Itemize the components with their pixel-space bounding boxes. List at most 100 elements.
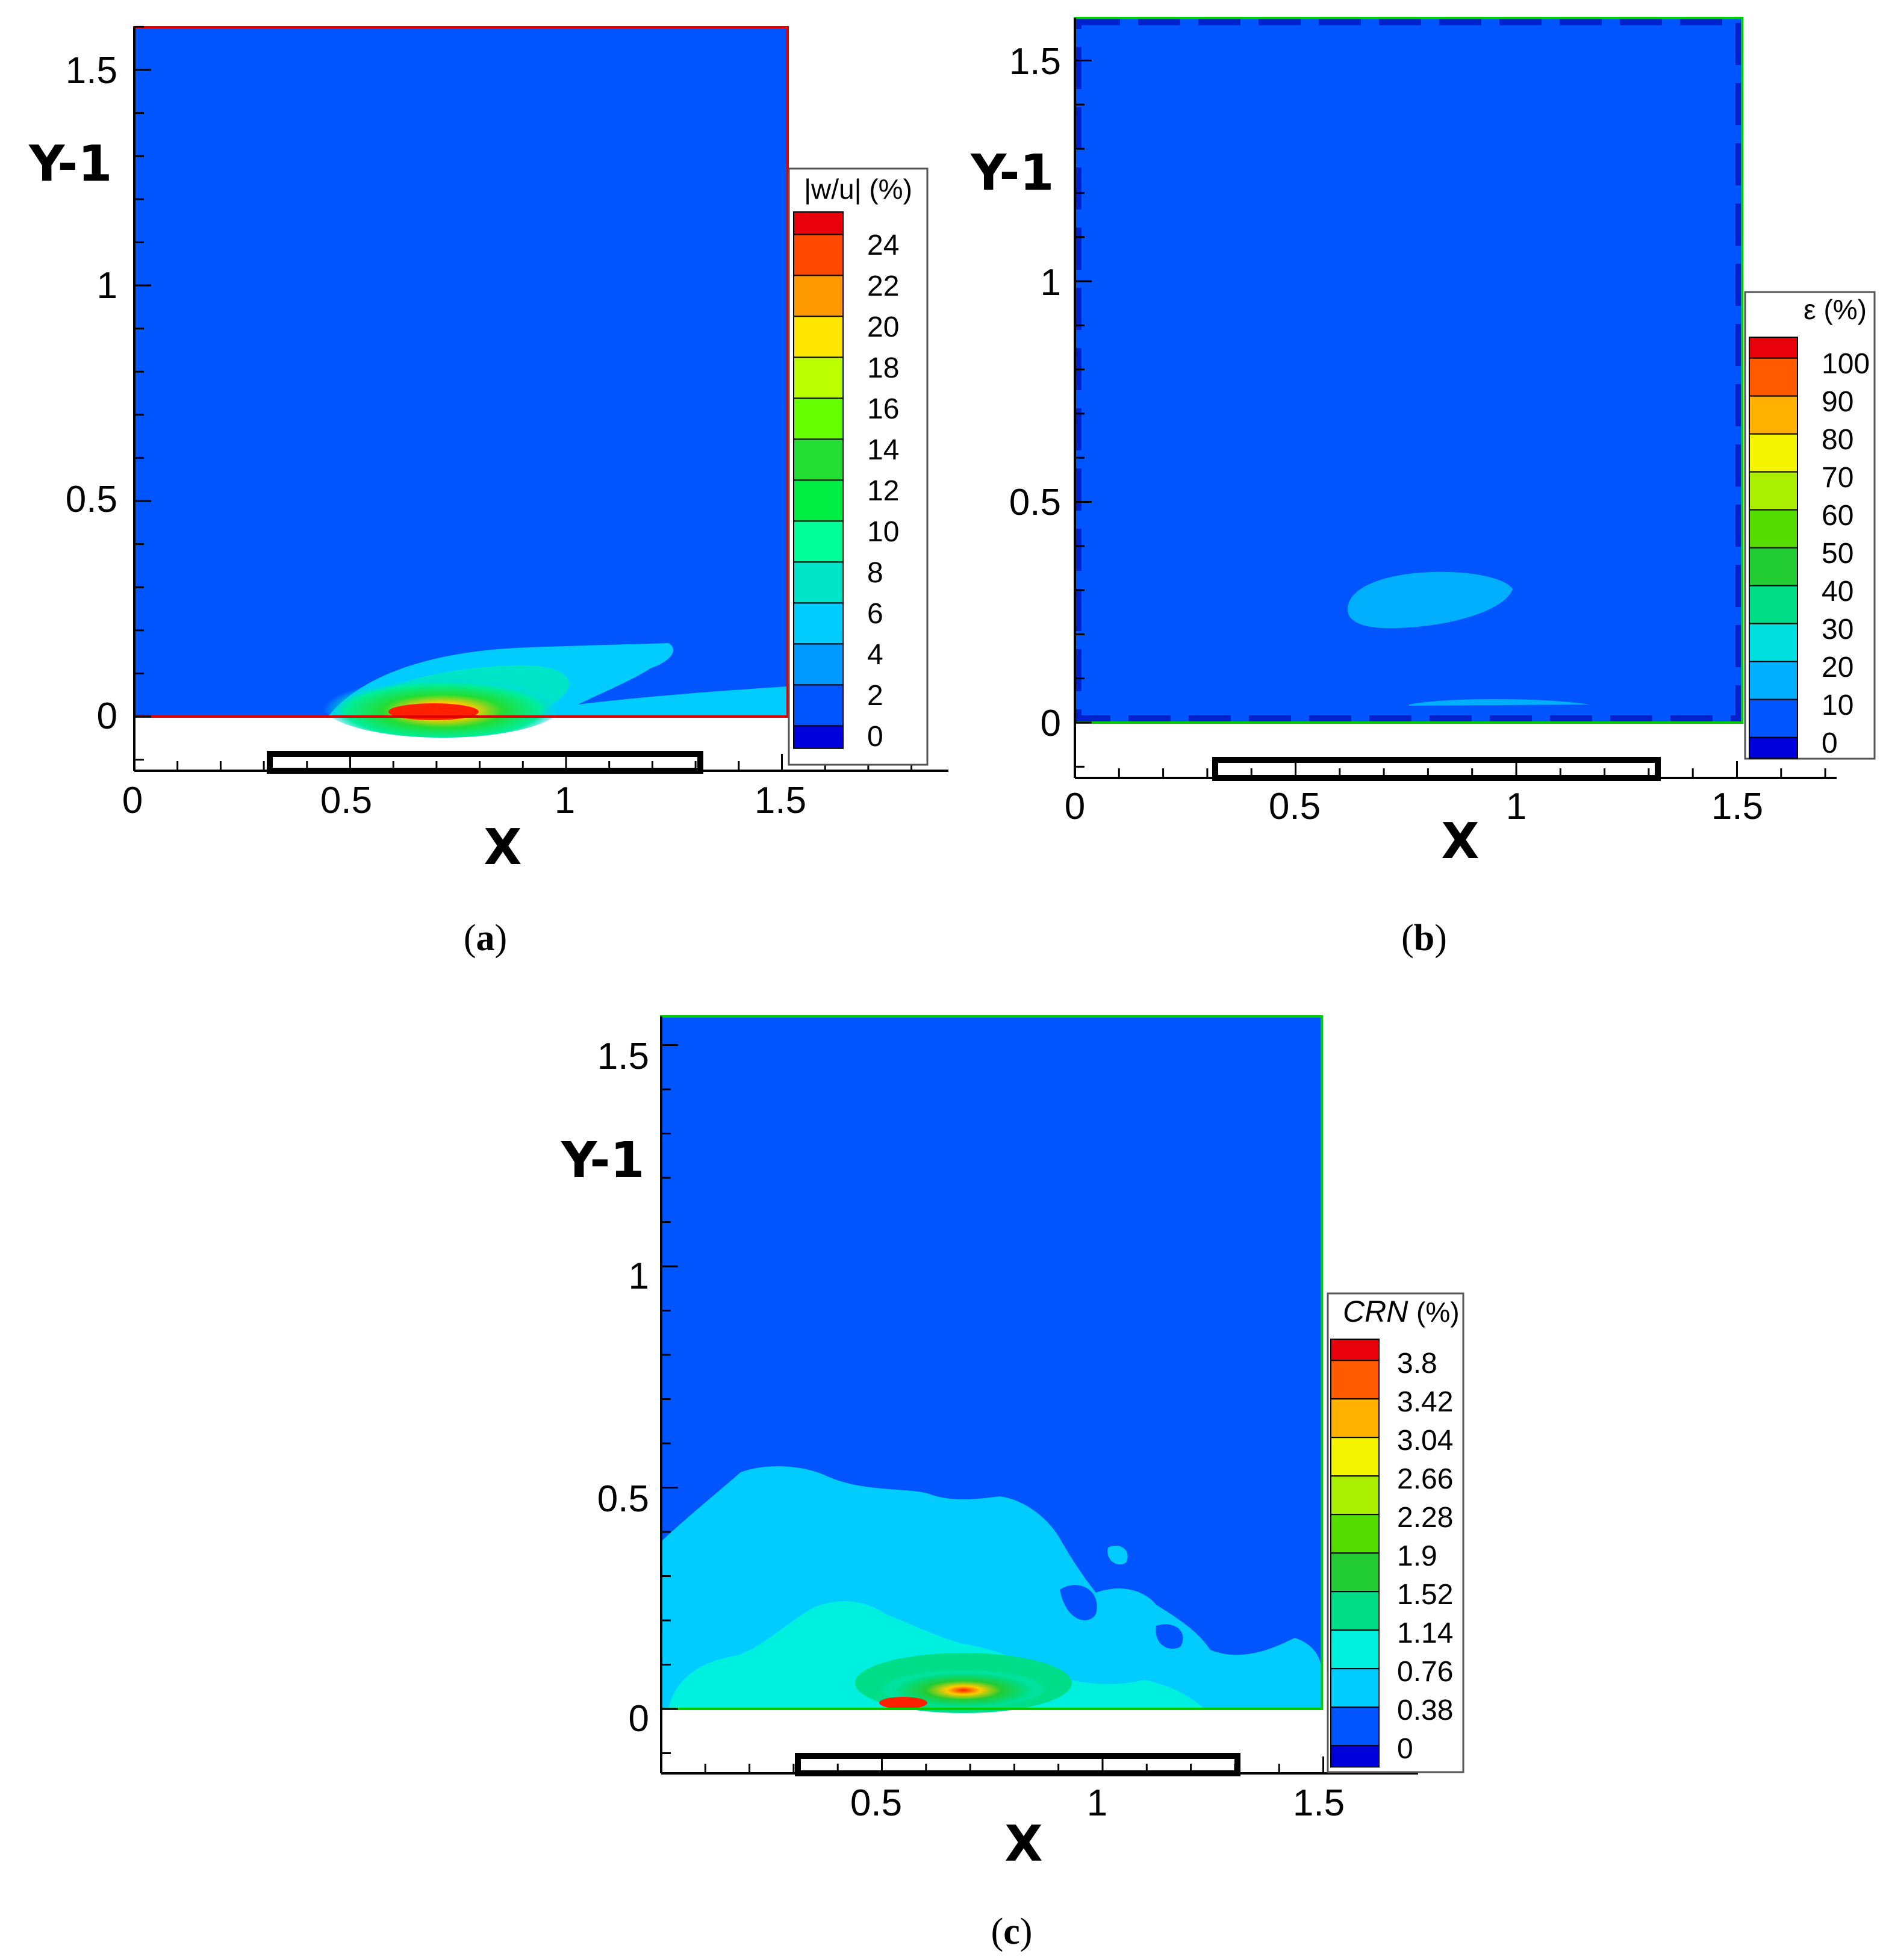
colorbar-level-label: 60 <box>1822 500 1853 532</box>
colorbar-swatch <box>1330 1514 1380 1554</box>
panel-a-ytick-label: 0 <box>97 695 117 737</box>
panel-a: 0 0.5 1 1.5 0 0.5 1 1.5 Y-1 X |w/u| (%) … <box>28 25 948 959</box>
colorbar-level-label: 20 <box>1822 652 1853 683</box>
panel-c-contour-island <box>1107 1545 1128 1565</box>
panel-c-ytick-label: 1 <box>629 1255 649 1297</box>
panel-b-ylabel: Y-1 <box>970 145 1054 202</box>
colorbar-swatch <box>1330 1339 1380 1361</box>
colorbar-level-label: 2.66 <box>1397 1463 1453 1495</box>
panel-a-xtick-label: 1 <box>555 780 575 821</box>
panel-c-contour-core <box>879 1697 927 1709</box>
panel-c-ticks <box>660 1044 1413 1773</box>
panel-a-xtick-label: 0 <box>122 780 143 821</box>
colorbar-swatch <box>793 438 844 481</box>
colorbar-swatch <box>1330 1668 1380 1708</box>
colorbar-swatch <box>1330 1360 1380 1400</box>
panel-c-caption: (c) <box>991 1911 1033 1952</box>
colorbar-level-label: 70 <box>1822 462 1853 494</box>
colorbar-swatch <box>1749 337 1798 359</box>
colorbar-level-label: 6 <box>867 598 883 630</box>
colorbar-swatch <box>1749 585 1798 624</box>
panel-c-ytick-label: 0.5 <box>597 1478 649 1520</box>
colorbar-level-label: 0 <box>867 721 883 753</box>
colorbar-level-label: 50 <box>1822 538 1853 570</box>
colorbar-swatch <box>1749 736 1798 759</box>
panel-c-colorbar: CRN (%) 3.8 3.42 3.04 2.66 2.28 1.9 1.52… <box>1327 1292 1464 1773</box>
panel-a-colorbar: |w/u| (%) 24 22 20 18 16 14 12 10 8 6 4 … <box>788 167 929 766</box>
panel-b-contours <box>1347 571 1590 706</box>
colorbar-swatch <box>793 684 844 727</box>
panel-a-ytick-label: 1.5 <box>66 50 117 92</box>
colorbar-swatch <box>793 275 844 317</box>
panel-b-body <box>1212 757 1661 781</box>
panel-a-plot-area <box>134 27 788 717</box>
panel-a-xlabel: X <box>484 819 521 876</box>
panel-b-xtick-label: 1.5 <box>1711 786 1763 827</box>
colorbar-level-label: 16 <box>867 393 899 425</box>
colorbar-level-label: 2.28 <box>1397 1502 1453 1534</box>
panel-b-colorbar-swatches <box>1749 337 1798 759</box>
colorbar-level-label: 4 <box>867 639 883 671</box>
colorbar-swatch <box>1330 1629 1380 1670</box>
panel-c-xtick-label: 1.5 <box>1293 1782 1345 1824</box>
colorbar-level-label: 8 <box>867 557 883 589</box>
colorbar-swatch <box>793 561 844 604</box>
colorbar-swatch <box>1749 547 1798 586</box>
colorbar-level-label: 90 <box>1822 386 1853 418</box>
colorbar-level-label: 12 <box>867 475 899 507</box>
colorbar-swatch <box>793 211 844 235</box>
panel-b-ticks <box>1074 60 1826 778</box>
panel-c-xlabel: X <box>1004 1815 1042 1873</box>
colorbar-swatch <box>1749 698 1798 738</box>
colorbar-level-label: 1.52 <box>1397 1579 1453 1611</box>
colorbar-swatch <box>1330 1745 1380 1768</box>
panel-b-colorbar: ε (%) 100 90 80 70 60 50 40 30 20 10 0 <box>1744 291 1876 760</box>
panel-b-ytick-label: 0 <box>1041 703 1061 744</box>
panel-c-ylabel: Y-1 <box>561 1132 644 1189</box>
colorbar-swatch <box>1330 1706 1380 1747</box>
colorbar-level-label: 0 <box>1397 1733 1413 1765</box>
panel-a-contours <box>322 643 788 738</box>
panel-c-colorbar-title: CRN <box>1343 1295 1408 1328</box>
colorbar-level-label: 30 <box>1822 614 1853 646</box>
panel-b-colorbar-title: ε (%) <box>1804 294 1867 325</box>
colorbar-swatch <box>793 316 844 358</box>
colorbar-swatch <box>1330 1437 1380 1477</box>
colorbar-swatch <box>793 356 844 399</box>
colorbar-swatch <box>1749 395 1798 435</box>
colorbar-swatch <box>793 234 844 276</box>
colorbar-swatch <box>793 725 844 749</box>
colorbar-swatch <box>1749 623 1798 662</box>
panel-b-contour-patch <box>1347 571 1513 629</box>
colorbar-swatch <box>1749 509 1798 549</box>
colorbar-level-label: 24 <box>867 229 899 261</box>
panel-c-contours <box>661 1466 1322 1713</box>
panel-a-xtick-label: 0.5 <box>320 780 372 821</box>
panel-c-contour-island <box>1060 1585 1097 1620</box>
panel-b-caption: (b) <box>1401 918 1447 959</box>
panel-a-colorbar-swatches <box>793 211 844 749</box>
panel-c-body <box>795 1753 1240 1776</box>
panel-c-contour-island <box>1156 1624 1183 1649</box>
panel-a-ytick-label: 1 <box>97 265 117 306</box>
colorbar-level-label: 18 <box>867 352 899 384</box>
panel-c-contour-green <box>879 1665 1048 1707</box>
colorbar-level-label: 3.42 <box>1397 1386 1453 1418</box>
colorbar-swatch <box>1749 471 1798 511</box>
panel-a-body <box>267 751 703 774</box>
panel-b-xtick-label: 0.5 <box>1269 786 1321 827</box>
panel-b-xtick-label: 1 <box>1506 786 1527 827</box>
colorbar-swatch <box>1749 661 1798 700</box>
panel-b-caption-letter: b <box>1414 918 1434 959</box>
panel-c-xtick-label: 1 <box>1087 1782 1107 1824</box>
panel-c-ytick-label: 0 <box>629 1698 649 1740</box>
panel-b-ytick-label: 1.5 <box>1009 41 1061 82</box>
colorbar-level-label: 10 <box>1822 689 1853 721</box>
colorbar-swatch <box>1330 1475 1380 1516</box>
colorbar-level-label: 100 <box>1822 348 1870 380</box>
colorbar-level-label: 2 <box>867 680 883 712</box>
panel-a-xtick-label: 1.5 <box>755 780 806 821</box>
colorbar-swatch <box>1330 1398 1380 1439</box>
panel-c: 0 0.5 1 1.5 0.5 1 1.5 Y-1 X CRN (%) 3.8 … <box>561 1015 1464 1952</box>
